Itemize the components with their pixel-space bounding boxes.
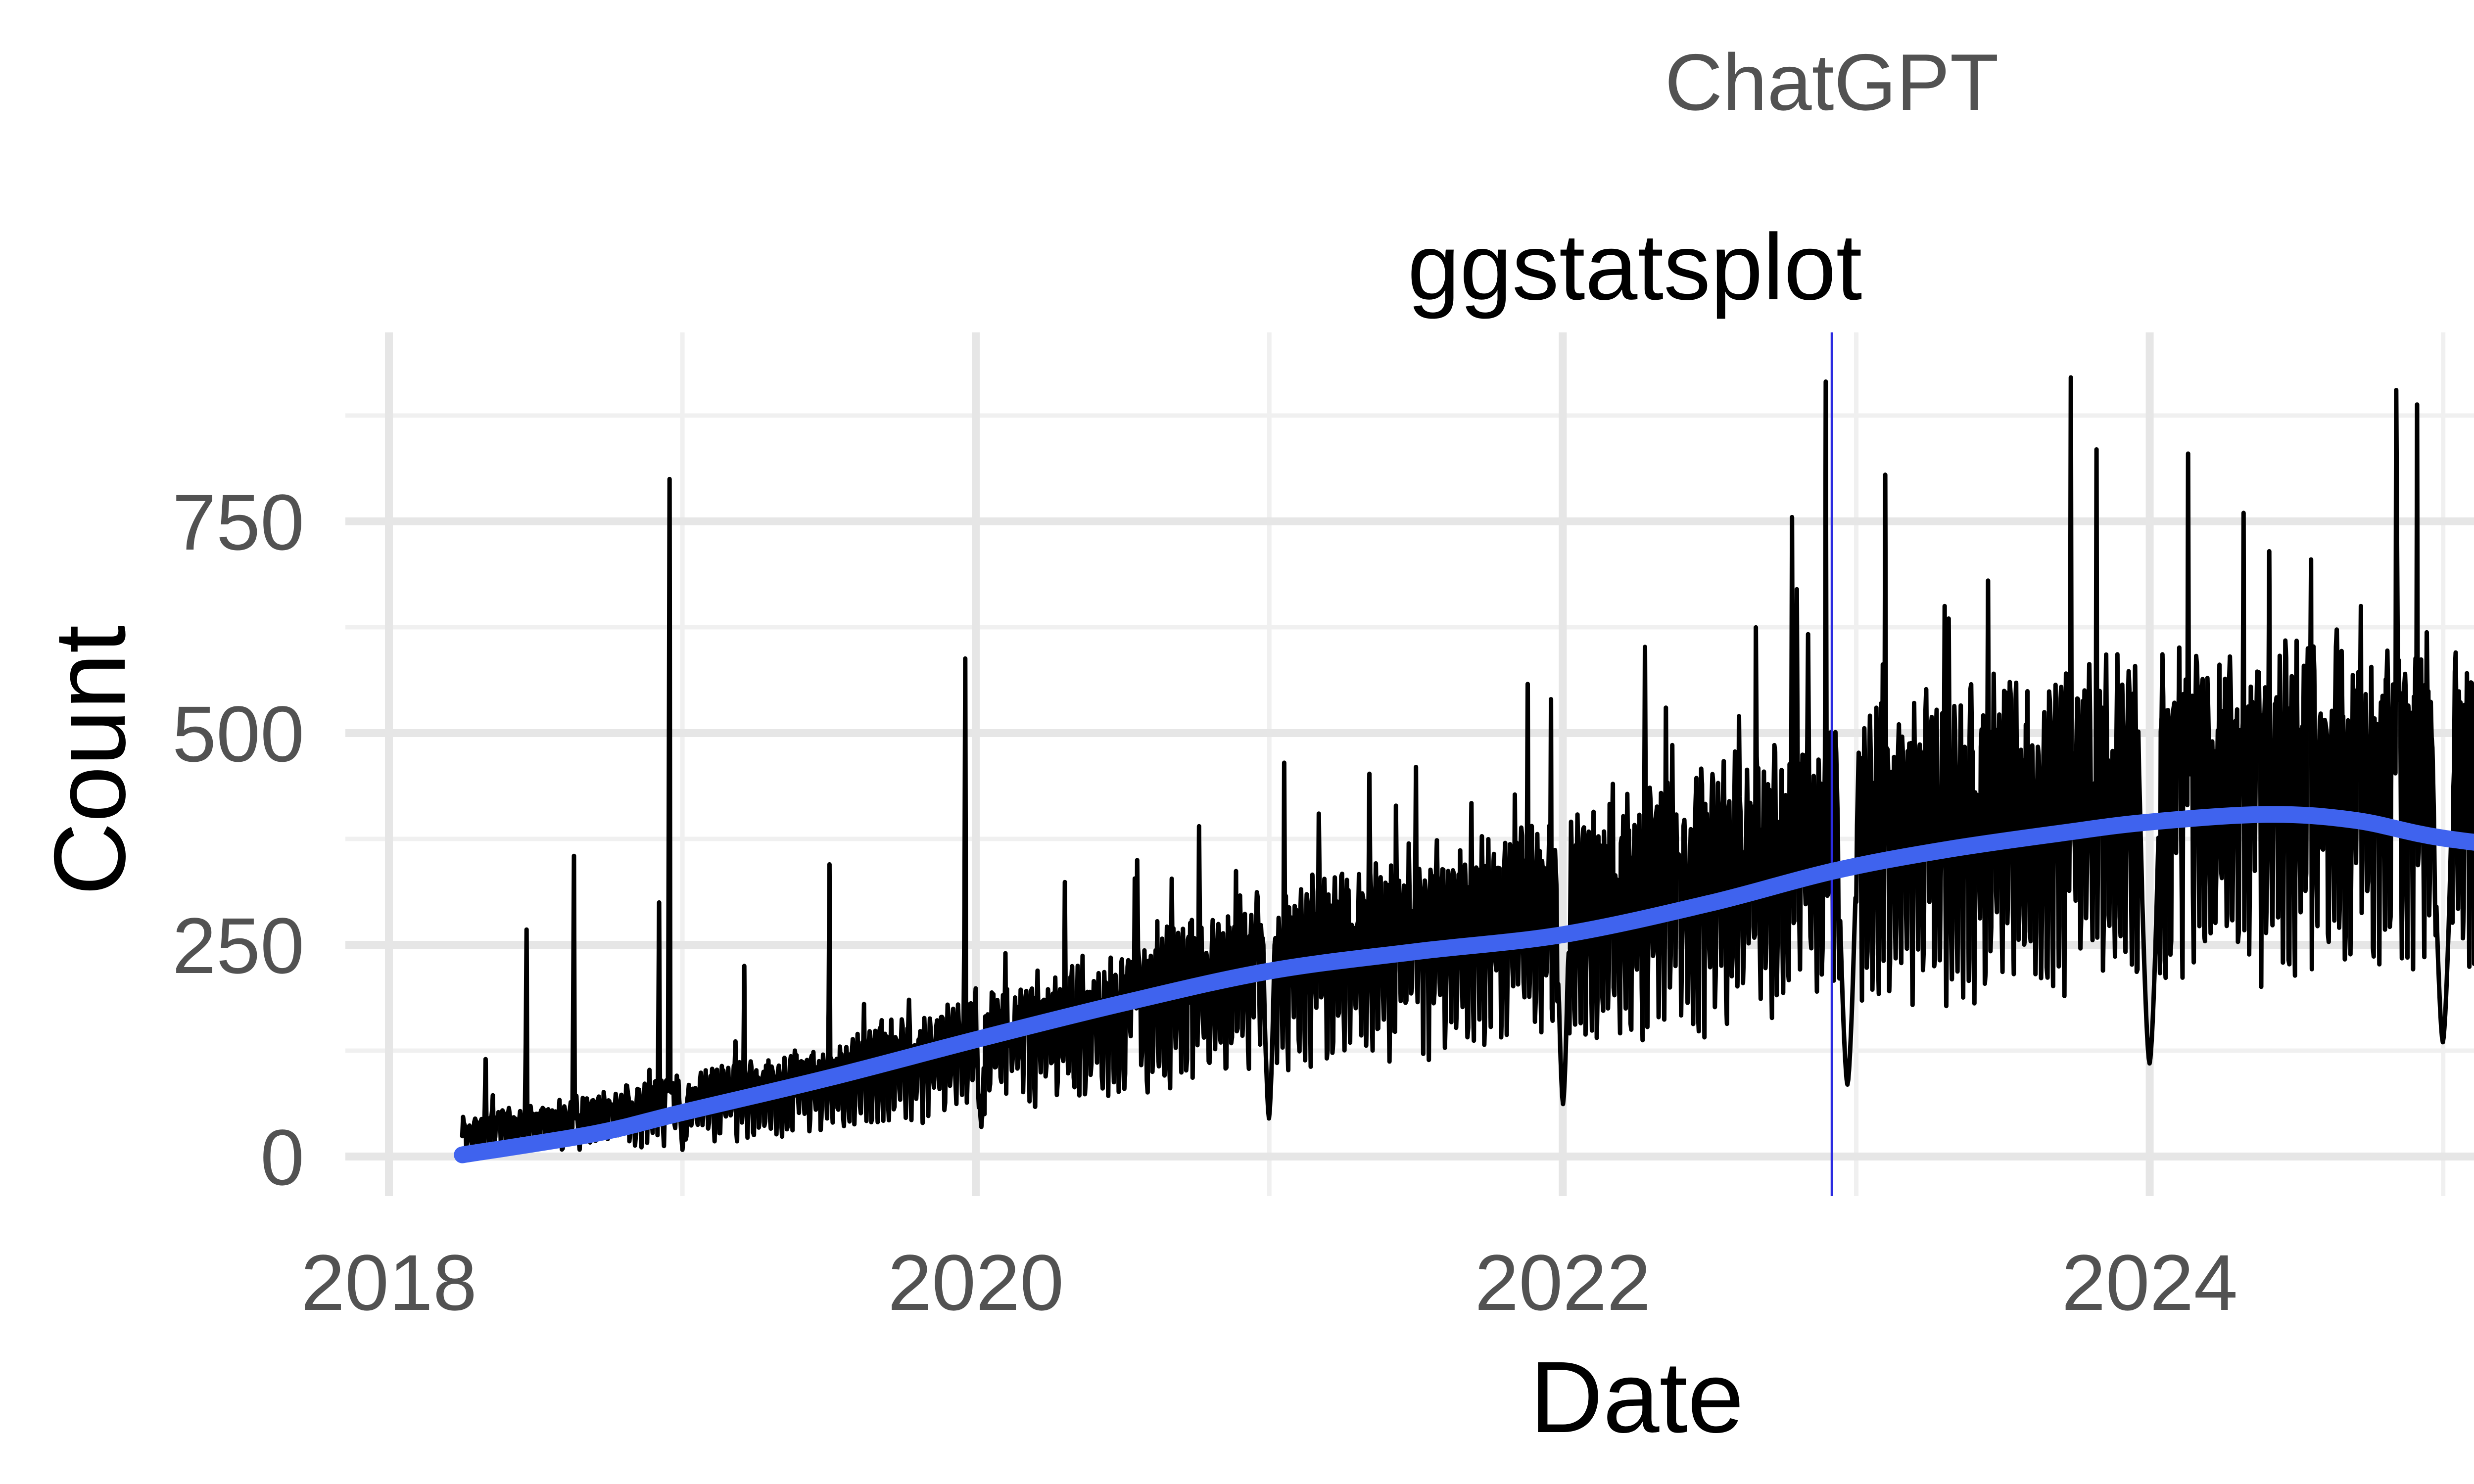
daily-count-line	[460, 375, 2474, 1154]
x-tick-label: 2022	[1475, 1238, 1651, 1327]
y-axis-title: Count	[33, 625, 146, 895]
y-tick-label: 500	[172, 690, 304, 778]
chatgpt-annotation-label: ChatGPT	[1665, 38, 1998, 127]
y-axis-tick-labels: 0 250 500 750	[172, 478, 304, 1202]
x-tick-label: 2024	[2062, 1238, 2238, 1327]
loess-trend-line	[454, 806, 2474, 1163]
y-tick-label: 0	[260, 1113, 304, 1202]
y-tick-label: 750	[172, 478, 304, 566]
chart-title: ggstatsplot	[1408, 215, 1862, 320]
x-axis-title: Date	[1529, 1341, 1744, 1454]
y-tick-label: 250	[172, 901, 304, 990]
x-axis-tick-labels: 20182020202220242026	[301, 1238, 2238, 1327]
x-tick-label: 2018	[301, 1238, 477, 1327]
x-tick-label: 2020	[888, 1238, 1064, 1327]
